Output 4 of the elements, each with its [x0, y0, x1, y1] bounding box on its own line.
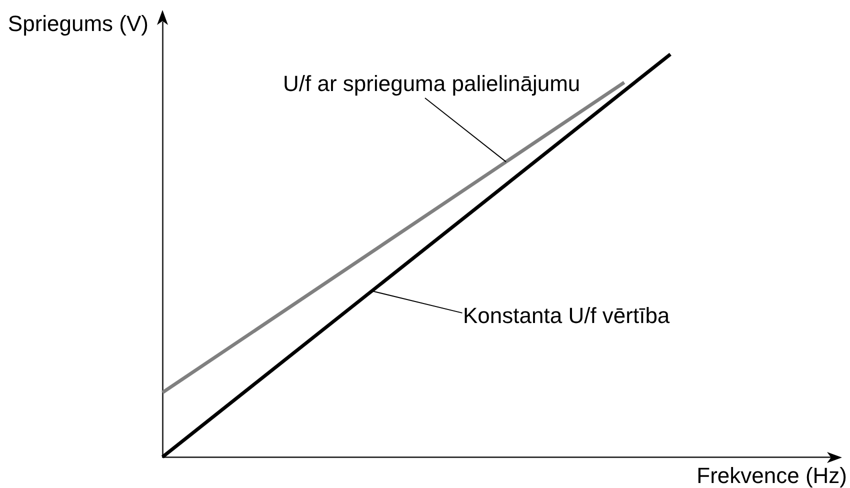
legend-label: Konstanta U/f vērtība [463, 303, 670, 328]
series-label: U/f ar sprieguma palielinājumu [283, 71, 580, 96]
y-axis-title: Spriegums (V) [8, 11, 148, 36]
x-axis-title: Frekvence (Hz) [696, 463, 847, 488]
